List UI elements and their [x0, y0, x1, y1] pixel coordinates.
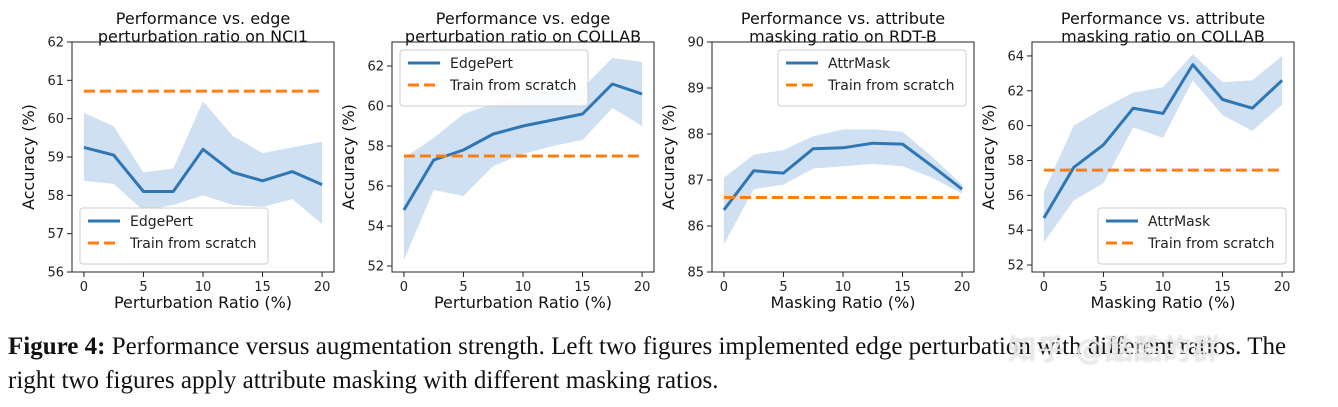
y-tick-label: 52: [367, 260, 384, 275]
legend-box: [79, 207, 269, 265]
y-axis-label: Accuracy (%): [19, 104, 38, 210]
y-tick-label: 62: [47, 36, 64, 51]
x-tick-label: 15: [894, 280, 911, 295]
x-tick-label: 0: [80, 280, 88, 295]
figure-caption: Figure 4: Performance versus augmentatio…: [8, 330, 1328, 398]
x-axis-label: Perturbation Ratio (%): [114, 293, 292, 312]
caption-text: Performance versus augmentation strength…: [8, 333, 1287, 394]
legend-label: Train from scratch: [129, 236, 256, 252]
legend: EdgePert Train from scratch: [399, 49, 589, 107]
chart-title-line2: perturbation ratio on COLLAB: [405, 27, 641, 46]
x-tick-label: 5: [139, 280, 147, 295]
y-tick-label: 56: [367, 180, 384, 195]
y-tick-label: 52: [1007, 259, 1024, 274]
x-axis-label: Perturbation Ratio (%): [434, 293, 612, 312]
legend-label: EdgePert: [450, 56, 514, 72]
legend-label: Train from scratch: [1147, 236, 1274, 252]
chart-title-line2: perturbation ratio on NCI1: [98, 27, 308, 46]
series-line: [1042, 63, 1284, 219]
x-tick-label: 15: [1214, 280, 1231, 295]
caption-label: Figure 4:: [8, 333, 106, 360]
y-tick-label: 62: [367, 60, 384, 75]
x-axis-label: Masking Ratio (%): [771, 293, 916, 312]
chart-title-line1: Performance vs. attribute: [741, 9, 945, 28]
legend-label: Train from scratch: [449, 78, 576, 94]
x-tick-label: 5: [1099, 280, 1107, 295]
x-tick-label: 0: [720, 280, 728, 295]
y-tick-label: 86: [687, 220, 704, 235]
y-axis-label: Accuracy (%): [659, 104, 678, 210]
series-line: [722, 141, 964, 211]
x-tick-label: 0: [400, 280, 408, 295]
x-axis-label: Masking Ratio (%): [1091, 293, 1236, 312]
chart-title-line2: masking ratio on COLLAB: [1061, 27, 1265, 46]
legend-box: [1097, 207, 1287, 265]
x-tick-label: 15: [254, 280, 271, 295]
y-tick-label: 85: [687, 266, 704, 281]
y-axis-label: Accuracy (%): [979, 104, 998, 210]
legend-box: [399, 49, 589, 107]
x-tick-label: 20: [634, 280, 651, 295]
confidence-band: [1043, 54, 1283, 243]
y-tick-label: 58: [1007, 154, 1024, 169]
y-tick-label: 90: [687, 36, 704, 51]
x-tick-label: 10: [1155, 280, 1172, 295]
y-tick-label: 56: [1007, 189, 1024, 204]
y-axis-label: Accuracy (%): [339, 104, 358, 210]
y-tick-label: 64: [1007, 49, 1024, 64]
y-tick-label: 87: [687, 174, 704, 189]
legend-box: [777, 49, 967, 107]
y-tick-label: 54: [367, 220, 384, 235]
x-tick-label: 15: [574, 280, 591, 295]
x-tick-label: 10: [195, 280, 212, 295]
x-tick-label: 20: [1274, 280, 1291, 295]
legend: EdgePert Train from scratch: [79, 207, 269, 265]
chart-title-line1: Performance vs. attribute: [1061, 9, 1265, 28]
y-tick-label: 57: [47, 227, 64, 242]
x-tick-label: 20: [954, 280, 971, 295]
chart-title-line2: masking ratio on RDT-B: [749, 27, 937, 46]
legend-label: AttrMask: [828, 56, 891, 72]
confidence-band: [83, 101, 323, 225]
series-line: [83, 145, 323, 193]
legend: AttrMask Train from scratch: [1097, 207, 1287, 265]
watermark: 知乎 @酷酷的群: [1008, 333, 1221, 366]
y-tick-label: 58: [47, 189, 64, 204]
y-tick-label: 60: [1007, 119, 1024, 134]
legend-label: Train from scratch: [827, 78, 954, 94]
x-tick-label: 5: [459, 280, 467, 295]
x-tick-label: 5: [779, 280, 787, 295]
y-tick-label: 58: [367, 140, 384, 155]
y-tick-label: 88: [687, 128, 704, 143]
legend-label: EdgePert: [130, 214, 194, 230]
chart-title-line1: Performance vs. edge: [436, 9, 610, 28]
x-tick-label: 0: [1040, 280, 1048, 295]
confidence-band: [403, 58, 643, 260]
y-tick-label: 54: [1007, 224, 1024, 239]
y-tick-label: 61: [47, 74, 64, 89]
x-tick-label: 10: [515, 280, 532, 295]
y-tick-label: 60: [47, 112, 64, 127]
y-tick-label: 89: [687, 82, 704, 97]
y-tick-label: 60: [367, 100, 384, 115]
y-tick-label: 59: [47, 151, 64, 166]
confidence-band: [723, 129, 963, 245]
chart-title-line1: Performance vs. edge: [116, 9, 290, 28]
y-tick-label: 62: [1007, 84, 1024, 99]
legend-label: AttrMask: [1148, 214, 1211, 230]
y-tick-label: 56: [47, 266, 64, 281]
x-tick-label: 20: [314, 280, 331, 295]
x-tick-label: 10: [835, 280, 852, 295]
legend: AttrMask Train from scratch: [777, 49, 967, 107]
